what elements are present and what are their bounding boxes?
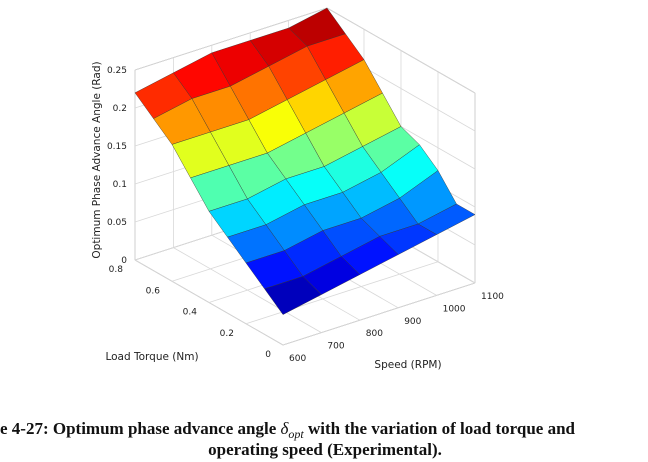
x-tick-label: 800 [366, 329, 383, 339]
z-tick-label: 0.2 [113, 104, 127, 114]
x-tick-label: 600 [289, 354, 306, 364]
z-tick-label: 0 [121, 256, 127, 266]
surface [134, 7, 476, 315]
x-tick-label: 700 [327, 342, 344, 352]
x-tick-label: 900 [404, 317, 421, 327]
z-tick-label: 0.05 [107, 218, 127, 228]
z-tick-label: 0.15 [107, 142, 127, 152]
grid-line [134, 7, 328, 71]
y-tick-label: 0.2 [220, 329, 234, 339]
y-tick-label: 0 [265, 350, 271, 360]
y-tick-label: 0.8 [109, 265, 124, 275]
y-tick-label: 0.4 [183, 308, 198, 318]
caption-text: with the variation of load torque and [308, 419, 576, 438]
y-axis-label: Load Torque (Nm) [105, 351, 198, 363]
surface-patch [264, 276, 322, 315]
z-axis-label: Optimum Phase Advance Angle (Rad) [91, 61, 103, 258]
y-tick-label: 0.6 [146, 286, 161, 296]
caption-subscript: opt [288, 427, 304, 441]
z-tick-label: 0.1 [113, 180, 127, 190]
caption-line-2: operating speed (Experimental). [208, 440, 442, 459]
caption-line-1: e 4-27: Optimum phase advance angle δopt… [0, 419, 576, 442]
caption-text: e 4-27: Optimum phase advance angle [0, 419, 277, 438]
x-tick-label: 1100 [481, 292, 504, 302]
z-tick-label: 0.25 [107, 66, 127, 76]
x-axis-label: Speed (RPM) [374, 359, 441, 371]
x-tick-label: 1000 [443, 304, 466, 314]
grid-line [245, 261, 439, 325]
grid-line [282, 282, 476, 346]
caption-symbol: δ [281, 419, 290, 438]
